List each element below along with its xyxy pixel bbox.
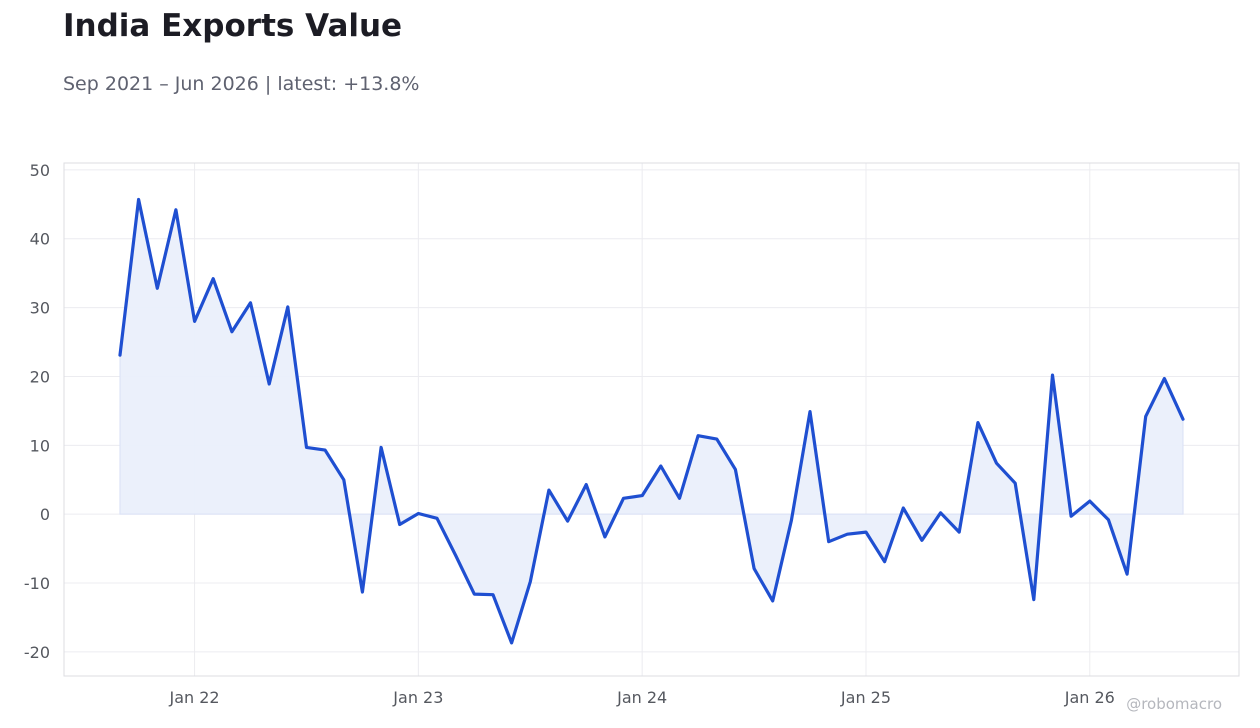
y-tick-label: -10 (24, 574, 50, 593)
area-layer (119, 199, 1184, 645)
x-tick-label: Jan 26 (1064, 688, 1115, 707)
plot-frame (63, 162, 1240, 677)
y-tick-label: 40 (30, 230, 50, 249)
series-line (118, 197, 1185, 645)
x-tick-label: Jan 24 (616, 688, 667, 707)
chart-subtitle: Sep 2021 – Jun 2026 | latest: +13.8% (63, 73, 420, 95)
x-tick-label: Jan 23 (392, 688, 443, 707)
area-fill (119, 199, 1184, 645)
y-tick-label: -20 (24, 643, 50, 662)
y-tick-label: 10 (30, 436, 50, 455)
y-tick-label: 30 (30, 299, 50, 318)
x-axis: Jan 22 Jan 23 Jan 24 Jan 25 Jan 26 (169, 688, 1115, 707)
y-axis: 50 40 30 20 10 0 -10 -20 (24, 161, 50, 662)
watermark: @robomacro (1126, 695, 1222, 713)
x-tick-label: Jan 22 (169, 688, 220, 707)
x-tick-label: Jan 25 (840, 688, 891, 707)
y-tick-label: 50 (30, 161, 50, 180)
chart-title: India Exports Value (63, 8, 403, 44)
y-tick-label: 0 (40, 505, 50, 524)
line-layer (118, 197, 1185, 645)
y-tick-label: 20 (30, 367, 50, 386)
